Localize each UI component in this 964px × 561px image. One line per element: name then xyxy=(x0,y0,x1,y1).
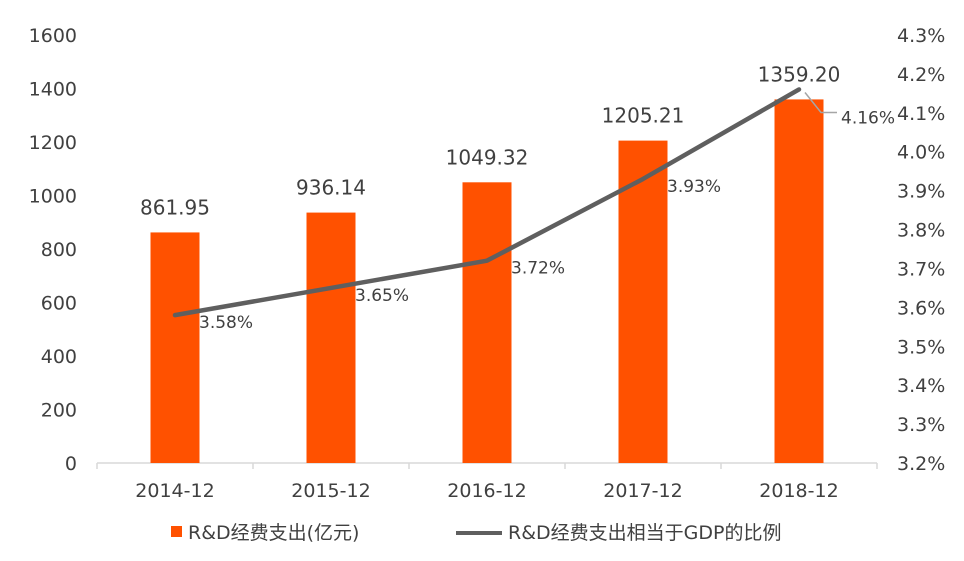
y-left-tick-label: 800 xyxy=(41,239,77,261)
line-data-label: 3.65% xyxy=(355,286,409,306)
x-tick-label: 2016-12 xyxy=(447,480,526,502)
y-right-tick-label: 3.4% xyxy=(897,375,945,397)
leader-line xyxy=(804,92,837,114)
y-left-tick-label: 1600 xyxy=(29,25,77,47)
bar xyxy=(462,182,512,464)
y-right-tick-label: 4.0% xyxy=(897,142,945,164)
bar-data-labels: 861.95 936.14 1049.32 1205.21 1359.20 xyxy=(140,62,840,219)
x-tick-label: 2018-12 xyxy=(759,480,838,502)
bar-series xyxy=(150,99,824,464)
line-data-labels: 3.58% 3.65% 3.72% 3.93% 4.16% xyxy=(199,92,895,333)
x-tick-label: 2015-12 xyxy=(291,480,370,502)
line-series xyxy=(172,87,802,318)
y-left-tick-label: 600 xyxy=(41,293,77,315)
x-tick-label: 2017-12 xyxy=(603,480,682,502)
y-right-tick-label: 4.3% xyxy=(897,25,945,47)
bar-data-label: 936.14 xyxy=(296,176,366,200)
y-left-tick-label: 1400 xyxy=(29,79,77,101)
y-right-tick-label: 3.9% xyxy=(897,181,945,203)
bar xyxy=(150,232,200,463)
y-left-tick-label: 0 xyxy=(65,453,77,475)
y-left-tick-label: 1200 xyxy=(29,132,77,154)
y-axis-right: 3.2% 3.3% 3.4% 3.5% 3.6% 3.7% 3.8% 3.9% 4.0% 4.1%… xyxy=(897,25,945,475)
y-left-tick-label: 200 xyxy=(41,400,77,422)
legend: R&D经费支出(亿元) R&D经费支出相当于GDP的比例 xyxy=(171,522,781,544)
y-right-tick-label: 4.1% xyxy=(897,103,945,125)
line-data-label: 3.93% xyxy=(667,177,721,197)
legend-swatch-bar xyxy=(171,526,182,537)
y-right-tick-label: 3.6% xyxy=(897,297,945,319)
bar xyxy=(618,140,668,463)
bar-data-label: 1049.32 xyxy=(446,145,529,169)
bar xyxy=(306,212,356,463)
x-axis: 2014-12 2015-12 2016-12 2017-12 2018-12 xyxy=(96,463,878,502)
bar-data-label: 1359.20 xyxy=(758,62,841,86)
line-data-label: 3.72% xyxy=(511,259,565,279)
y-right-tick-label: 3.3% xyxy=(897,414,945,436)
y-left-tick-label: 400 xyxy=(41,346,77,368)
x-tick-label: 2014-12 xyxy=(135,480,214,502)
y-right-tick-label: 3.5% xyxy=(897,336,945,358)
bar-data-label: 861.95 xyxy=(140,195,210,219)
y-right-tick-label: 3.8% xyxy=(897,220,945,242)
y-left-tick-label: 1000 xyxy=(29,186,77,208)
line-series-path xyxy=(172,87,802,318)
y-right-tick-label: 4.2% xyxy=(897,64,945,86)
line-data-label: 4.16% xyxy=(841,108,895,128)
y-right-tick-label: 3.2% xyxy=(897,453,945,475)
line-data-label: 3.58% xyxy=(199,313,253,333)
y-right-tick-label: 3.7% xyxy=(897,258,945,280)
bar xyxy=(774,99,824,463)
bar-data-label: 1205.21 xyxy=(602,104,685,128)
legend-label-bar: R&D经费支出(亿元) xyxy=(188,522,359,544)
legend-label-line: R&D经费支出相当于GDP的比例 xyxy=(508,522,781,544)
y-axis-left: 0 200 400 600 800 1000 1200 1400 1600 xyxy=(29,25,77,475)
